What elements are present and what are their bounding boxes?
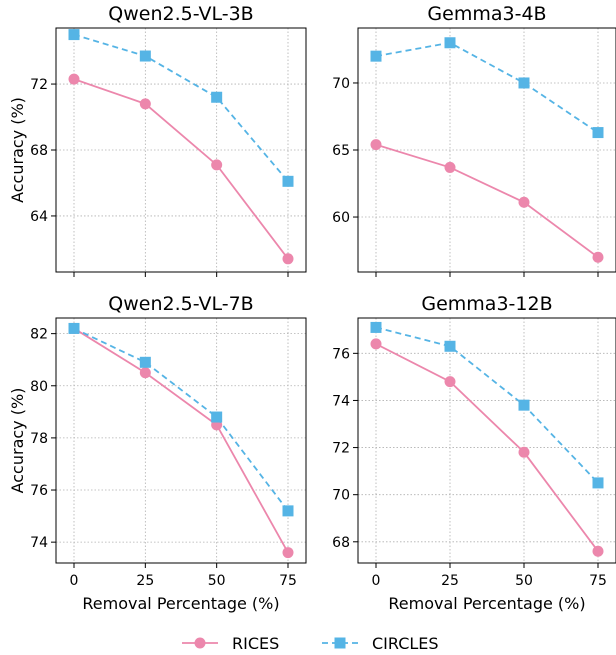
data-point-rices <box>518 446 530 458</box>
data-point-circles <box>68 29 80 41</box>
y-tick-label: 74 <box>30 535 48 551</box>
series-line-circles <box>375 326 599 484</box>
legend: RICES CIRCLES <box>182 634 439 653</box>
data-point-rices <box>444 161 456 173</box>
panel-title: Gemma3-4B <box>427 3 546 25</box>
plot-area <box>370 321 604 557</box>
legend-item-rices: RICES <box>182 634 279 653</box>
data-point-circles <box>592 477 604 489</box>
panels: 64 68 72 Qwen2.5-VL-3B Accuracy (%) 60 65 70 Gem… <box>8 3 616 613</box>
data-point-circles <box>68 322 80 334</box>
y-tick-label: 82 <box>30 327 48 343</box>
x-tick-label: 25 <box>441 573 459 589</box>
y-axis-label: Accuracy (%) <box>8 97 27 203</box>
data-point-rices <box>370 338 382 350</box>
legend-label: RICES <box>232 634 279 653</box>
panel-gemma3-12b: 68 70 72 74 76 0 25 50 75 Gemma3-12B Removal Perce… <box>332 293 616 613</box>
y-tick-label: 68 <box>30 143 48 159</box>
panel-title: Qwen2.5-VL-3B <box>108 3 253 25</box>
x-tick-label: 0 <box>372 573 381 589</box>
y-tick-label: 64 <box>30 209 48 225</box>
panel-title: Qwen2.5-VL-7B <box>108 293 253 315</box>
axes-frame <box>55 317 307 564</box>
data-point-rices <box>68 73 80 85</box>
data-point-rices <box>139 367 151 379</box>
data-point-circles <box>444 37 456 49</box>
y-tick-label: 76 <box>30 483 48 499</box>
legend-marker <box>334 637 346 649</box>
series-line-circles <box>73 327 289 512</box>
y-tick-label: 60 <box>332 210 350 226</box>
y-tick-label: 78 <box>30 431 48 447</box>
legend-label: CIRCLES <box>372 634 439 653</box>
series-line-rices <box>73 78 289 260</box>
data-point-circles <box>518 77 530 89</box>
y-axis-label: Accuracy (%) <box>8 388 27 494</box>
y-tick-label: 68 <box>332 535 350 551</box>
y-tick-label: 70 <box>332 488 350 504</box>
y-tick-label: 70 <box>332 76 350 92</box>
x-tick-label: 50 <box>515 573 533 589</box>
series-line-rices <box>73 327 289 554</box>
data-point-rices <box>282 547 294 559</box>
panel-qwen2-5-vl-7b: 74 76 78 80 82 0 25 50 75 Qwen2.5-VL-7B Removal Pe… <box>8 293 307 613</box>
data-point-circles <box>370 50 382 62</box>
x-tick-label: 25 <box>136 573 154 589</box>
plot-area <box>370 37 604 263</box>
x-tick-label: 75 <box>279 573 297 589</box>
data-point-rices <box>211 159 223 171</box>
legend-marker <box>194 637 206 649</box>
data-point-circles <box>211 411 223 423</box>
data-point-rices <box>444 376 456 388</box>
data-point-circles <box>592 127 604 139</box>
legend-item-circles: CIRCLES <box>322 634 439 653</box>
data-point-circles <box>444 340 456 352</box>
y-tick-label: 65 <box>332 143 350 159</box>
data-point-rices <box>139 98 151 110</box>
y-tick-label: 76 <box>332 346 350 362</box>
data-point-circles <box>211 91 223 103</box>
panel-title: Gemma3-12B <box>421 293 552 315</box>
x-tick-label: 0 <box>70 573 79 589</box>
data-point-circles <box>139 356 151 368</box>
y-tick-label: 72 <box>30 77 48 93</box>
data-point-rices <box>592 545 604 557</box>
data-point-circles <box>282 505 294 517</box>
y-tick-label: 80 <box>30 379 48 395</box>
panel-gemma3-4b: 60 65 70 Gemma3-4B <box>332 3 616 277</box>
x-tick-label: 50 <box>208 573 226 589</box>
panel-qwen2-5-vl-3b: 64 68 72 Qwen2.5-VL-3B Accuracy (%) <box>8 3 307 277</box>
axes-frame <box>55 27 307 273</box>
data-point-rices <box>592 251 604 263</box>
series-line-rices <box>375 343 599 552</box>
axes-frame <box>357 317 616 564</box>
series-line-circles <box>375 41 599 134</box>
data-point-circles <box>139 50 151 62</box>
y-tick-label: 74 <box>332 393 350 409</box>
data-point-circles <box>370 321 382 333</box>
data-point-circles <box>282 175 294 187</box>
x-tick-label: 75 <box>589 573 607 589</box>
series-line-circles <box>73 33 289 182</box>
series-line-rices <box>375 143 599 258</box>
y-tick-label: 72 <box>332 441 350 457</box>
data-point-circles <box>518 399 530 411</box>
x-axis-label: Removal Percentage (%) <box>388 594 585 613</box>
x-axis-label: Removal Percentage (%) <box>82 594 279 613</box>
data-point-rices <box>282 253 294 265</box>
plot-area <box>68 322 294 559</box>
data-point-rices <box>370 139 382 151</box>
plot-area <box>68 29 294 265</box>
data-point-rices <box>518 196 530 208</box>
